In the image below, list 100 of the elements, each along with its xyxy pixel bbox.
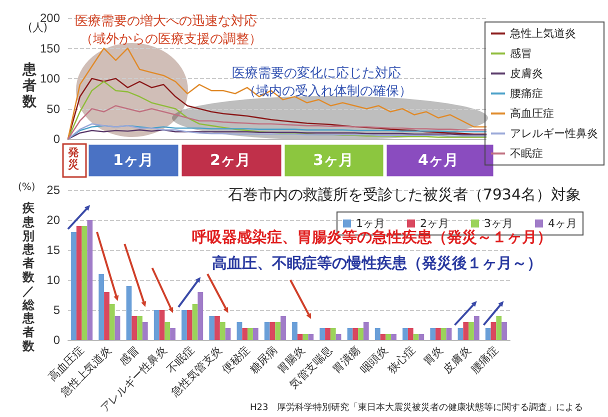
legend-label: 2ヶ月 xyxy=(420,217,450,230)
bar xyxy=(137,316,142,340)
y-tick-label: 25 xyxy=(46,183,60,197)
text: 2ヶ月 xyxy=(210,151,250,170)
bar xyxy=(114,316,120,340)
y-tick-label: 0 xyxy=(53,333,60,347)
bar xyxy=(490,322,496,340)
bar xyxy=(132,316,138,340)
bar xyxy=(413,334,419,340)
bar xyxy=(297,334,303,340)
bar xyxy=(186,310,192,340)
bar xyxy=(242,328,248,340)
legend-label: アレルギー性鼻炎 xyxy=(510,127,598,140)
bar xyxy=(248,328,253,340)
bar xyxy=(159,310,165,340)
bar xyxy=(104,292,110,340)
line-series xyxy=(67,48,487,140)
x-tick-label: 腰痛症 xyxy=(468,343,501,376)
bar xyxy=(192,304,198,340)
legend-label: 高血圧症 xyxy=(510,107,554,120)
bar xyxy=(474,316,480,340)
bar xyxy=(154,310,160,340)
annotation: 医療需要の変化に応じた対応 xyxy=(232,65,401,82)
chart-title: 石巻市内の救護所を受診した被災者（7934名）対象 xyxy=(228,186,582,204)
bar xyxy=(71,232,76,340)
bar xyxy=(446,328,452,340)
bar xyxy=(98,274,104,340)
bar xyxy=(363,322,369,340)
bar xyxy=(164,322,170,340)
bar xyxy=(209,316,215,340)
text: 1ヶ月 xyxy=(113,151,154,170)
y-tick-label: 20 xyxy=(46,213,60,227)
text: H23 厚労科学特別研究「東日本大震災被災者の健康状態等に関する調査」による xyxy=(250,402,584,414)
bar xyxy=(468,322,474,340)
bar xyxy=(270,322,276,340)
bar xyxy=(109,304,115,340)
line-series xyxy=(67,105,487,140)
bar xyxy=(87,220,93,340)
y-tick-label: 100 xyxy=(40,72,60,86)
bar xyxy=(292,322,298,340)
bar xyxy=(76,226,82,340)
legend-label: 急性上気道炎 xyxy=(509,27,576,40)
line-series xyxy=(67,129,487,140)
bar xyxy=(225,328,231,340)
bar xyxy=(430,328,436,340)
bar xyxy=(347,328,353,340)
bar xyxy=(325,328,330,340)
annotation: （域外からの医療支援の調整） xyxy=(80,31,262,48)
text: 3ヶ月 xyxy=(313,151,354,170)
legend-label: 皮膚炎 xyxy=(510,67,543,80)
bar xyxy=(386,334,392,340)
bar xyxy=(252,328,258,340)
bar xyxy=(236,322,242,340)
y-tick-label: 150 xyxy=(40,41,60,56)
legend-label: 3ヶ月 xyxy=(484,217,514,230)
bar xyxy=(330,328,336,340)
bar xyxy=(302,334,308,340)
text: (%) xyxy=(18,182,36,193)
bar xyxy=(458,328,464,340)
bar xyxy=(436,328,441,340)
text: 疾患別患者数／総患者数 xyxy=(22,201,35,353)
annotation: 医療需要の増大への迅速な対応 xyxy=(75,12,257,30)
bar xyxy=(308,334,314,340)
bar xyxy=(502,322,507,340)
bar xyxy=(391,334,396,340)
bar xyxy=(182,310,187,340)
bar xyxy=(402,328,408,340)
bar xyxy=(198,292,204,340)
bar xyxy=(264,322,270,340)
bar xyxy=(418,334,424,340)
y-tick-label: 15 xyxy=(46,243,60,257)
bar xyxy=(463,322,469,340)
bar xyxy=(170,328,176,340)
bar xyxy=(336,334,342,340)
text: 4ヶ月 xyxy=(418,151,458,170)
bar xyxy=(374,328,380,340)
y-tick-label: 50 xyxy=(46,102,60,116)
bar xyxy=(142,322,148,340)
bar xyxy=(275,322,281,340)
bar xyxy=(380,334,386,340)
bar xyxy=(496,316,502,340)
bar xyxy=(280,316,286,340)
bar xyxy=(82,226,88,340)
y-tick-label: 0 xyxy=(53,132,60,146)
legend-label: 1ヶ月 xyxy=(356,217,386,230)
y-tick-label: 5 xyxy=(53,303,60,317)
bar xyxy=(320,328,326,340)
bar xyxy=(408,328,414,340)
text: 発災 xyxy=(68,146,80,172)
legend-label: 感冒 xyxy=(510,47,532,60)
y-tick-label: 10 xyxy=(46,273,60,287)
bar xyxy=(485,328,491,340)
bar xyxy=(126,286,132,340)
y-axis-title: 患者数 xyxy=(22,62,38,110)
x-tick-label: 狭心症 xyxy=(385,343,418,376)
bar xyxy=(440,328,446,340)
bar xyxy=(214,316,220,340)
bar xyxy=(220,322,226,340)
legend-label: 4ヶ月 xyxy=(548,217,577,230)
bar xyxy=(352,328,358,340)
